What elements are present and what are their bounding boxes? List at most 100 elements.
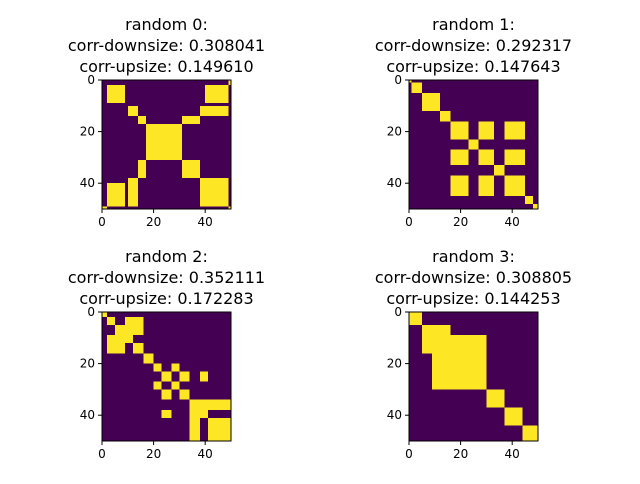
heatmap-cell-block	[161, 371, 172, 382]
heatmap-panel-2: random 2: corr-downsize: 0.352111 corr-ups…	[68, 247, 265, 461]
heatmap-cell-block	[153, 363, 162, 372]
y-tick-label: 40	[387, 176, 402, 190]
heatmap-panel-1: random 1: corr-downsize: 0.292317 corr-ups…	[375, 15, 572, 229]
heatmap-cell-block	[486, 389, 505, 408]
chart-title-line: corr-upsize: 0.144253	[386, 289, 560, 308]
heatmap-cell-block	[107, 183, 126, 207]
heatmap-cell-block	[504, 149, 526, 166]
heatmap-cell-block	[450, 121, 469, 140]
heatmap-cell-block	[504, 175, 526, 197]
heatmap-cell-block	[102, 312, 108, 318]
heatmap-cell-block	[450, 175, 469, 197]
x-tick-label: 40	[198, 215, 213, 229]
heatmap-cell-block	[107, 85, 126, 104]
heatmap-cell-block	[207, 417, 231, 441]
heatmap-cell-block	[114, 335, 126, 343]
heatmap-cell-block	[153, 381, 162, 390]
heatmap-cell-block	[432, 371, 451, 390]
heatmap-cell-block	[171, 381, 180, 390]
heatmap-cell-block	[132, 317, 144, 325]
y-tick-label: 0	[394, 305, 402, 319]
y-tick-label: 20	[80, 125, 95, 139]
heatmap-cell-block	[450, 371, 469, 390]
heatmap-cell-block	[200, 105, 229, 117]
heatmap-cell-block	[179, 389, 190, 400]
heatmap-cell-block	[107, 335, 115, 343]
chart-title-line: random 0:	[125, 15, 208, 34]
heatmap-cell-block	[181, 159, 201, 179]
x-tick-label: 0	[405, 215, 413, 229]
y-tick-label: 20	[387, 357, 402, 371]
heatmap-cell-block	[409, 80, 412, 83]
x-tick-label: 0	[405, 447, 413, 461]
heatmap-cell-block	[432, 353, 451, 372]
heatmap-cell-block	[478, 175, 495, 197]
heatmap-cell-block	[228, 80, 231, 86]
heatmap-cell-block	[161, 410, 172, 418]
heatmap-cell-block	[450, 149, 469, 166]
heatmap-cell-block	[421, 335, 433, 354]
heatmap-cell-block	[107, 342, 115, 354]
chart-title-line: corr-upsize: 0.172283	[79, 289, 253, 308]
heatmap-cell-block	[132, 342, 144, 354]
y-tick-label: 40	[387, 408, 402, 422]
x-tick-label: 0	[98, 447, 106, 461]
heatmap-cell-block	[207, 399, 231, 411]
heatmap-cell-block	[439, 110, 451, 122]
heatmap-cell-block	[189, 410, 201, 418]
x-tick-label: 40	[198, 447, 213, 461]
heatmap-cell-block	[532, 203, 538, 209]
x-tick-label: 20	[453, 447, 468, 461]
heatmap-cell-block	[200, 178, 229, 207]
y-tick-label: 0	[87, 305, 95, 319]
heatmap-cell-block	[421, 92, 440, 111]
heatmap-cell-block	[107, 317, 115, 325]
y-tick-label: 0	[394, 73, 402, 87]
x-tick-label: 40	[505, 447, 520, 461]
heatmap-cell-block	[179, 371, 190, 382]
heatmap-cell-block	[504, 407, 523, 426]
heatmap-cell-block	[171, 363, 180, 372]
heatmap-cell-block	[181, 116, 201, 124]
y-tick-label: 0	[87, 73, 95, 87]
heatmap-cell-block	[468, 335, 487, 354]
heatmap-cell-block	[200, 399, 208, 411]
heatmap-cell-block	[125, 317, 133, 325]
chart-title-line: corr-downsize: 0.292317	[375, 36, 572, 55]
heatmap-cell-block	[125, 324, 133, 336]
x-tick-label: 0	[98, 215, 106, 229]
heatmap-cell-block	[125, 335, 133, 343]
heatmap-cell-block	[200, 371, 208, 382]
chart-title-line: corr-downsize: 0.308041	[68, 36, 265, 55]
heatmap-cell-block	[114, 324, 126, 336]
heatmap-cell-block	[132, 324, 144, 336]
chart-title-line: random 2:	[125, 247, 208, 266]
axes-frame	[408, 79, 539, 210]
chart-title-line: corr-upsize: 0.147643	[386, 57, 560, 76]
chart-title-line: random 1:	[432, 15, 515, 34]
heatmap-cell-block	[205, 85, 229, 104]
heatmap-cell-block	[504, 121, 526, 140]
heatmap-cell-block	[411, 82, 422, 93]
heatmap-cell-block	[127, 105, 139, 117]
heatmap-cell-block	[468, 353, 487, 372]
y-tick-label: 20	[387, 125, 402, 139]
x-tick-label: 20	[146, 447, 161, 461]
heatmap-cell-block	[138, 116, 146, 124]
axes-frame	[101, 79, 232, 210]
heatmap-cell-block	[102, 206, 108, 209]
heatmap-cell-block	[145, 123, 182, 160]
heatmap-cell-block	[409, 312, 422, 325]
chart-title-line: corr-downsize: 0.308805	[375, 268, 572, 287]
heatmap-cell-block	[200, 410, 208, 418]
heatmap-cell-block	[189, 399, 201, 411]
heatmap-cell-block	[522, 425, 538, 441]
heatmap-cell-block	[478, 121, 495, 140]
heatmap-cell-block	[127, 178, 139, 207]
heatmap-cell-block	[143, 353, 154, 364]
heatmap-cell-block	[494, 165, 505, 176]
heatmap-cell-block	[432, 335, 451, 354]
heatmap-cell-block	[450, 335, 469, 354]
